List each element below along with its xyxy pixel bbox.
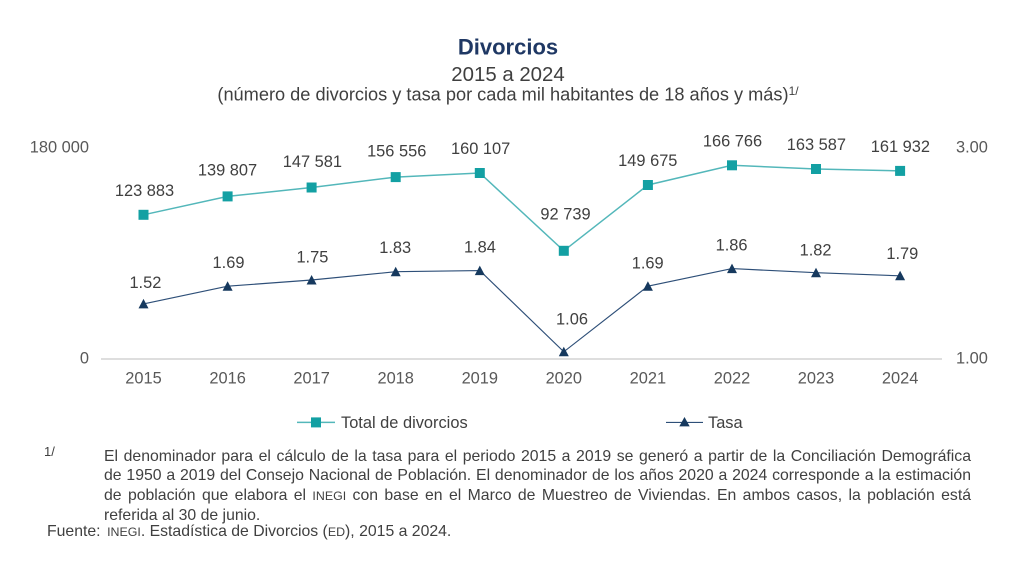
svg-text:166 766: 166 766 (703, 132, 762, 150)
svg-text:147 581: 147 581 (283, 153, 342, 171)
svg-text:1.84: 1.84 (464, 239, 496, 257)
svg-text:161 932: 161 932 (871, 138, 930, 156)
svg-text:123 883: 123 883 (115, 182, 174, 200)
svg-text:1.00: 1.00 (956, 349, 988, 367)
svg-text:1.06: 1.06 (556, 310, 588, 328)
svg-text:1.69: 1.69 (213, 254, 245, 272)
svg-text:160 107: 160 107 (451, 140, 510, 158)
svg-text:2015: 2015 (125, 369, 161, 387)
svg-text:139 807: 139 807 (198, 161, 257, 179)
svg-text:2020: 2020 (546, 369, 582, 387)
svg-text:0: 0 (80, 349, 89, 367)
svg-text:2018: 2018 (377, 369, 413, 387)
svg-text:3.00: 3.00 (956, 139, 988, 157)
svg-text:156 556: 156 556 (367, 143, 426, 161)
svg-text:1.82: 1.82 (800, 242, 832, 260)
svg-text:1.79: 1.79 (886, 245, 918, 263)
svg-text:1.52: 1.52 (129, 274, 161, 292)
svg-text:2021: 2021 (630, 369, 666, 387)
svg-text:2015 a 2024: 2015 a 2024 (451, 64, 564, 86)
svg-text:2016: 2016 (209, 369, 245, 387)
svg-text:Tasa: Tasa (708, 414, 744, 432)
svg-text:Total de divorcios: Total de divorcios (341, 414, 468, 432)
svg-text:2022: 2022 (714, 369, 750, 387)
svg-text:(número de divorcios y tasa po: (número de divorcios y tasa por cada mil… (217, 84, 799, 105)
svg-text:1.86: 1.86 (716, 237, 748, 255)
svg-text:1.75: 1.75 (296, 248, 328, 266)
svg-text:163 587: 163 587 (787, 136, 846, 154)
svg-text:1.69: 1.69 (632, 255, 664, 273)
svg-text:92 739: 92 739 (540, 205, 590, 223)
svg-text:180 000: 180 000 (30, 139, 89, 157)
svg-text:149 675: 149 675 (618, 152, 677, 170)
svg-text:Divorcios: Divorcios (458, 35, 558, 60)
svg-text:2019: 2019 (462, 369, 498, 387)
svg-text:1.83: 1.83 (379, 239, 411, 257)
svg-text:2023: 2023 (798, 369, 834, 387)
svg-text:2024: 2024 (882, 369, 918, 387)
svg-text:2017: 2017 (293, 369, 329, 387)
